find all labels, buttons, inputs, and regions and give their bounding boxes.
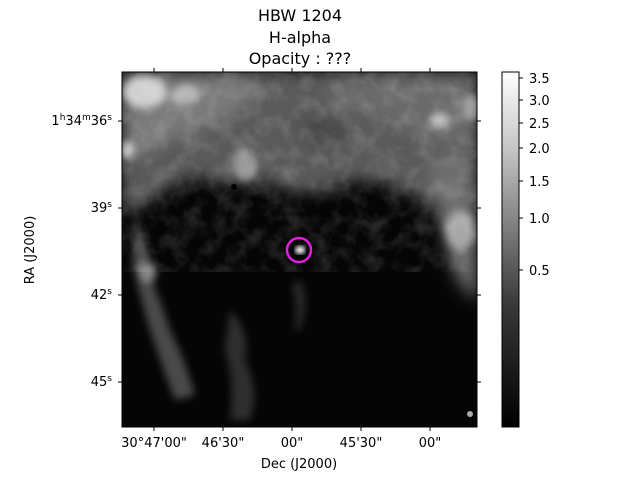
x-axis-label: Dec (J2000) — [261, 457, 337, 472]
colorbar-label: 2.0 — [529, 142, 550, 157]
x-tick-label: 30°47'00" — [121, 436, 187, 451]
x-tick-label: 45'30" — [340, 436, 383, 451]
y-tick-label: 42s — [91, 287, 113, 303]
y-axis-label: RA (J2000) — [23, 216, 38, 285]
colorbar — [501, 71, 520, 428]
image-frame — [121, 71, 478, 428]
x-axis — [153, 68, 431, 431]
plot-subtitle-opacity: Opacity : ??? — [248, 49, 352, 68]
plot-title: HBW 1204 — [257, 6, 343, 25]
x-tick-label: 00" — [281, 436, 304, 451]
colorbar-ticks — [519, 77, 523, 271]
x-tick-label: 00" — [419, 436, 442, 451]
y-tick-label-first: 1h34m36s — [51, 113, 112, 129]
colorbar-label: 1.5 — [529, 175, 550, 190]
y-axis — [118, 120, 481, 383]
halpha-image — [122, 72, 477, 427]
colorbar-label: 2.5 — [529, 117, 550, 132]
colorbar-label: 0.5 — [529, 264, 550, 279]
plot-subtitle-filter: H-alpha — [268, 28, 332, 47]
x-tick-label: 46'30" — [202, 436, 245, 451]
y-tick-label: 39s — [91, 200, 113, 216]
y-tick-label: 45s — [91, 374, 113, 390]
target-marker-circle — [285, 236, 313, 264]
colorbar-label: 1.0 — [529, 212, 550, 227]
colorbar-label: 3.0 — [529, 94, 550, 109]
colorbar-label: 3.5 — [529, 72, 550, 87]
